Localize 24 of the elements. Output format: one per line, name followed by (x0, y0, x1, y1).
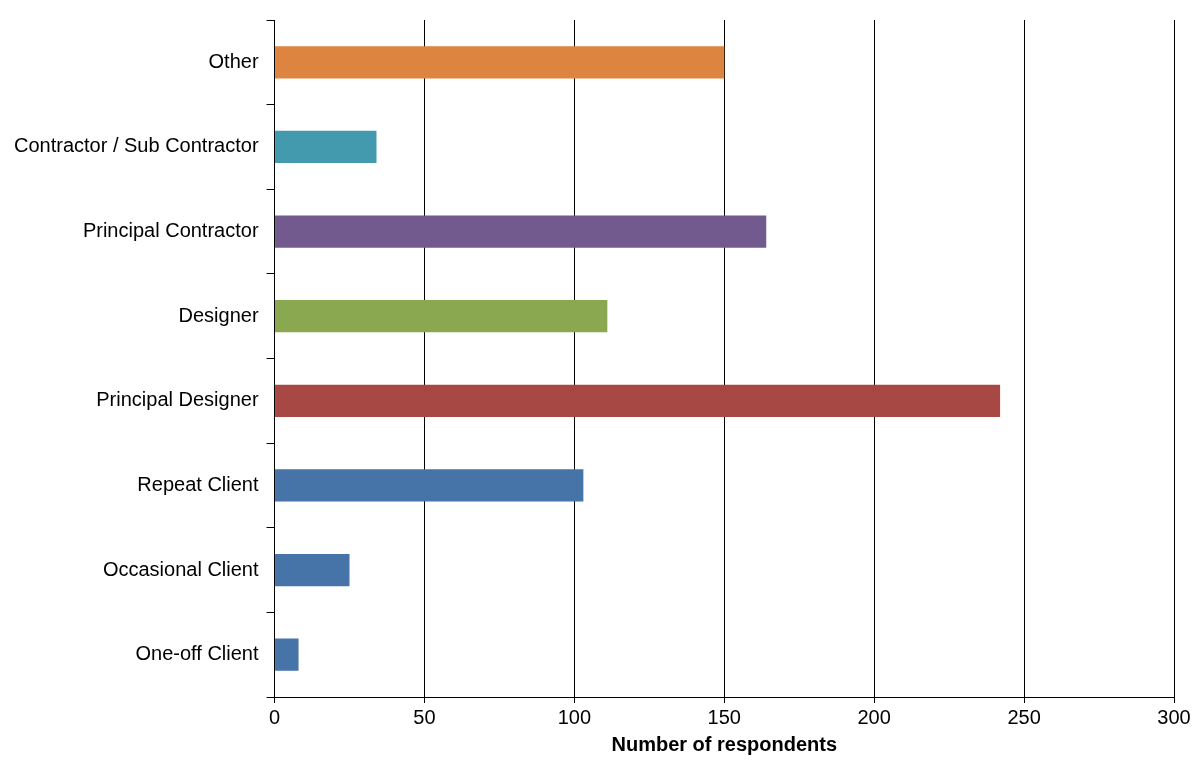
x-tick-label: 300 (1157, 705, 1191, 728)
bar (275, 638, 299, 671)
bar (275, 46, 725, 79)
y-tick-label: Repeat Client (137, 472, 259, 495)
bar (275, 300, 608, 333)
y-tick-label: Principal Designer (96, 388, 259, 411)
bar (275, 384, 1001, 417)
y-tick-label: Contractor / Sub Contractor (13, 134, 259, 157)
x-tick-label: 50 (413, 705, 436, 728)
x-tick-label: 200 (857, 705, 891, 728)
x-tick-label: 0 (268, 705, 281, 728)
y-tick-label: Occasional Client (102, 557, 259, 580)
bar (275, 553, 350, 587)
x-axis-title: Number of respondents (611, 732, 838, 755)
y-tick-label: One-off Client (135, 642, 259, 665)
bar (275, 215, 767, 248)
y-tick-label: Other (208, 49, 259, 72)
bar (275, 469, 584, 502)
x-tick-label: 250 (1007, 705, 1041, 728)
x-tick-label: 100 (557, 705, 592, 728)
y-tick-label: Designer (178, 303, 259, 326)
bar (275, 130, 377, 164)
x-tick-label: 150 (707, 705, 741, 728)
y-tick-label: Principal Contractor (82, 219, 259, 242)
